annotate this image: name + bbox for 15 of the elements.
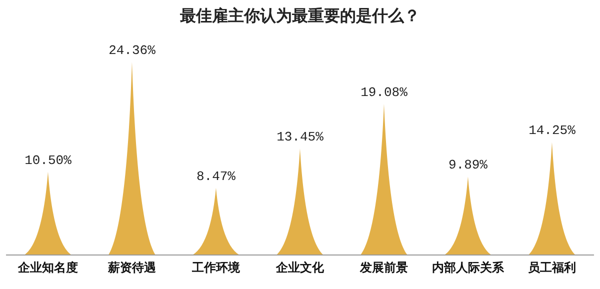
x-tick-label: 薪资待遇 [107, 260, 157, 275]
data-label: 19.08% [360, 84, 408, 100]
chart-title: 最佳雇主你认为最重要的是什么？ [179, 6, 421, 27]
data-label: 24.36% [108, 43, 156, 58]
x-tick-label: 内部人际关系 [432, 260, 505, 275]
data-label: 9.89% [448, 158, 488, 173]
x-tick-label: 发展前景 [359, 260, 408, 275]
data-label: 14.25% [528, 123, 576, 138]
x-tick-label: 企业知名度 [17, 260, 78, 275]
data-label: 13.45% [276, 129, 324, 144]
data-label: 8.47% [196, 168, 236, 184]
x-tick-label: 企业文化 [275, 260, 325, 275]
x-tick-label: 员工福利 [528, 260, 576, 275]
data-label: 10.50% [24, 152, 72, 168]
x-tick-label: 工作环境 [191, 260, 241, 275]
